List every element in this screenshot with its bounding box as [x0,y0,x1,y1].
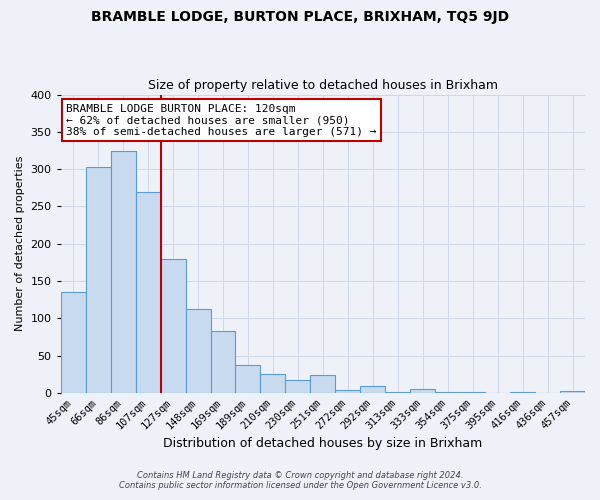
Bar [286,380,310,393]
Text: BRAMBLE LODGE BURTON PLACE: 120sqm
← 62% of detached houses are smaller (950)
38: BRAMBLE LODGE BURTON PLACE: 120sqm ← 62%… [66,104,376,136]
Bar [136,192,161,393]
Title: Size of property relative to detached houses in Brixham: Size of property relative to detached ho… [148,79,498,92]
Bar [510,392,535,393]
Bar [410,390,435,393]
Bar [235,366,260,393]
Bar [110,150,136,393]
Bar [335,390,361,393]
Bar [310,375,335,393]
Bar [61,292,86,393]
Bar [161,258,185,393]
Bar [460,392,485,393]
Bar [560,391,585,393]
Bar [361,386,385,393]
Text: BRAMBLE LODGE, BURTON PLACE, BRIXHAM, TQ5 9JD: BRAMBLE LODGE, BURTON PLACE, BRIXHAM, TQ… [91,10,509,24]
Text: Contains HM Land Registry data © Crown copyright and database right 2024.
Contai: Contains HM Land Registry data © Crown c… [119,470,481,490]
Bar [86,167,110,393]
Y-axis label: Number of detached properties: Number of detached properties [15,156,25,332]
X-axis label: Distribution of detached houses by size in Brixham: Distribution of detached houses by size … [163,437,482,450]
Bar [260,374,286,393]
Bar [385,392,410,393]
Bar [435,392,460,393]
Bar [185,308,211,393]
Bar [211,331,235,393]
